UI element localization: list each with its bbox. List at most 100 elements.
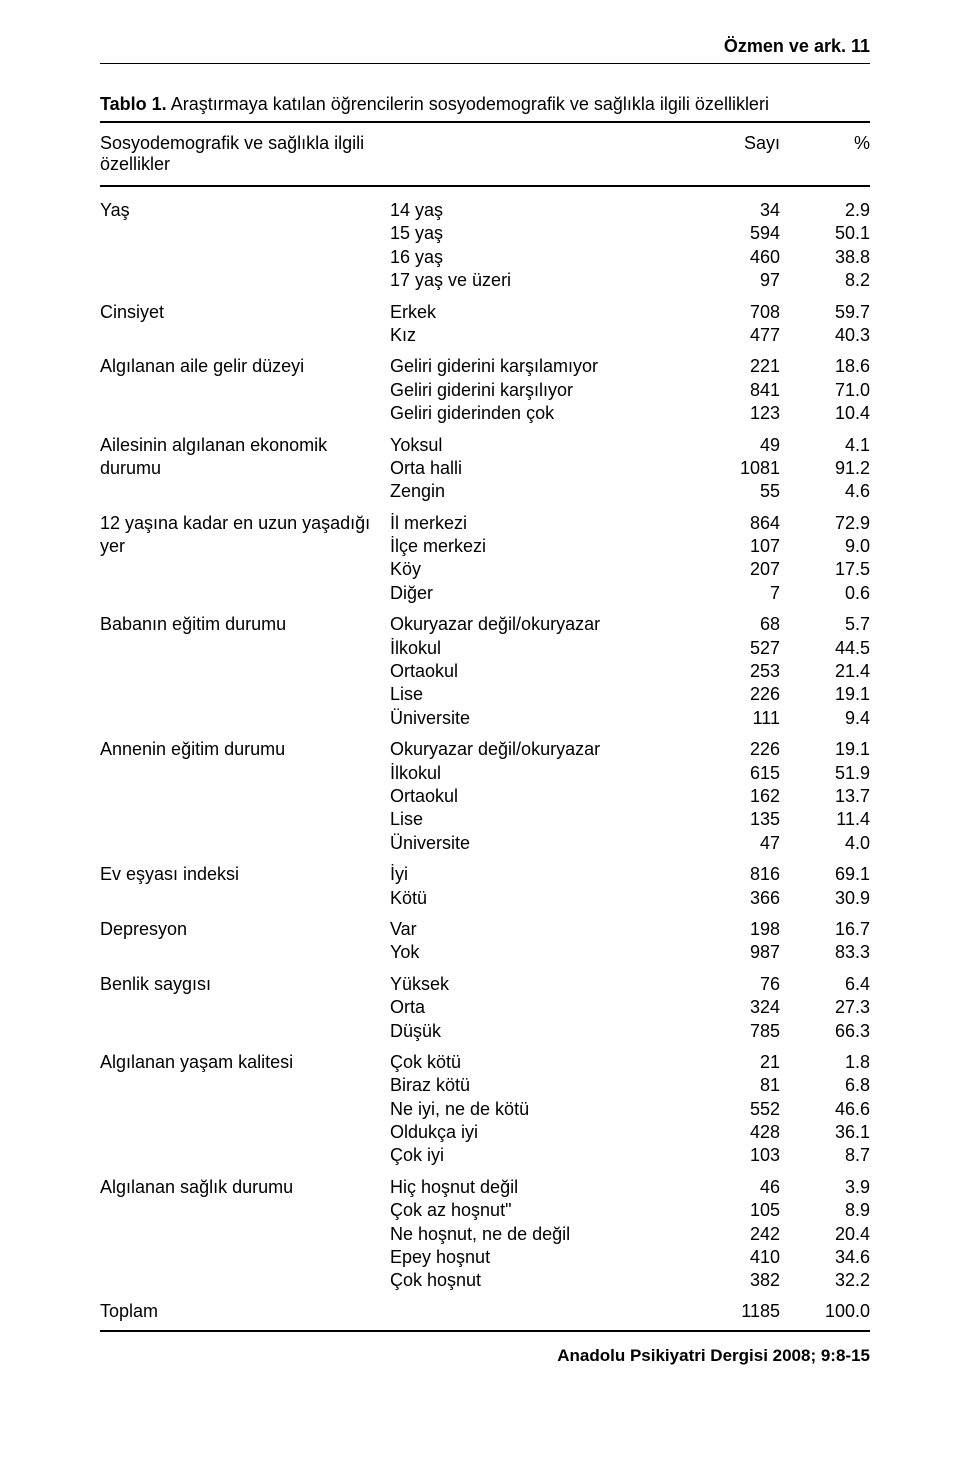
level-count: 123 <box>690 402 780 425</box>
level-count: 382 <box>690 1269 780 1292</box>
level-percent: 27.3 <box>780 996 870 1019</box>
table-row-group: Annenin eğitim durumuOkuryazar değil/oku… <box>100 730 870 855</box>
level-label: Geliri giderinden çok <box>390 402 690 425</box>
level-count: 135 <box>690 808 780 831</box>
level-row: Yoksul494.1 <box>390 434 870 457</box>
level-percent: 50.1 <box>780 222 870 245</box>
levels-container: Çok kötü211.8Biraz kötü816.8Ne iyi, ne d… <box>390 1051 870 1168</box>
level-label: Okuryazar değil/okuryazar <box>390 613 690 636</box>
level-percent: 3.9 <box>780 1176 870 1199</box>
table-row-group: Algılanan sağlık durumuHiç hoşnut değil4… <box>100 1168 870 1293</box>
level-percent: 6.4 <box>780 973 870 996</box>
level-label: 17 yaş ve üzeri <box>390 269 690 292</box>
variable-name: Annenin eğitim durumu <box>100 738 390 855</box>
table-row-group: Algılanan aile gelir düzeyiGeliri gideri… <box>100 347 870 425</box>
level-count: 47 <box>690 832 780 855</box>
table-row-group: Ailesinin algılanan ekonomik durumuYoksu… <box>100 426 870 504</box>
level-row: Üniversite1119.4 <box>390 707 870 730</box>
level-percent: 6.8 <box>780 1074 870 1097</box>
level-label: Çok az hoşnut" <box>390 1199 690 1222</box>
level-percent: 20.4 <box>780 1223 870 1246</box>
level-percent: 83.3 <box>780 941 870 964</box>
level-count: 366 <box>690 887 780 910</box>
level-row: İyi81669.1 <box>390 863 870 886</box>
level-row: Geliri giderini karşılıyor84171.0 <box>390 379 870 402</box>
level-count: 552 <box>690 1098 780 1121</box>
level-count: 527 <box>690 637 780 660</box>
level-count: 324 <box>690 996 780 1019</box>
level-label: Zengin <box>390 480 690 503</box>
level-count: 55 <box>690 480 780 503</box>
level-row: İlkokul61551.9 <box>390 762 870 785</box>
caption-text: Araştırmaya katılan öğrencilerin sosyode… <box>167 94 769 114</box>
level-label: Lise <box>390 808 690 831</box>
level-percent: 18.6 <box>780 355 870 378</box>
header-percent: % <box>780 133 870 175</box>
level-percent: 5.7 <box>780 613 870 636</box>
level-row: Ne iyi, ne de kötü55246.6 <box>390 1098 870 1121</box>
level-label: Epey hoşnut <box>390 1246 690 1269</box>
level-label: Diğer <box>390 582 690 605</box>
level-row: Okuryazar değil/okuryazar22619.1 <box>390 738 870 761</box>
level-count: 816 <box>690 863 780 886</box>
level-percent: 4.0 <box>780 832 870 855</box>
variable-name: Babanın eğitim durumu <box>100 613 390 730</box>
level-percent: 69.1 <box>780 863 870 886</box>
level-row: Ortaokul25321.4 <box>390 660 870 683</box>
level-label: Ortaokul <box>390 660 690 683</box>
level-count: 226 <box>690 683 780 706</box>
level-label: Okuryazar değil/okuryazar <box>390 738 690 761</box>
levels-container: Yoksul494.1Orta halli108191.2Zengin554.6 <box>390 434 870 504</box>
level-count: 68 <box>690 613 780 636</box>
level-row: Geliri giderini karşılamıyor22118.6 <box>390 355 870 378</box>
table-rule-top <box>100 121 870 123</box>
level-label: Üniversite <box>390 707 690 730</box>
level-percent: 40.3 <box>780 324 870 347</box>
level-percent: 72.9 <box>780 512 870 535</box>
level-label: Kötü <box>390 887 690 910</box>
level-count: 207 <box>690 558 780 581</box>
level-label: 14 yaş <box>390 199 690 222</box>
level-count: 428 <box>690 1121 780 1144</box>
level-label: Yüksek <box>390 973 690 996</box>
table-rule-bottom <box>100 1330 870 1332</box>
table-body: Yaş14 yaş342.915 yaş59450.116 yaş46038.8… <box>100 191 870 1293</box>
level-row: 17 yaş ve üzeri978.2 <box>390 269 870 292</box>
level-row: Çok iyi1038.7 <box>390 1144 870 1167</box>
level-label: Erkek <box>390 301 690 324</box>
levels-container: 14 yaş342.915 yaş59450.116 yaş46038.817 … <box>390 199 870 293</box>
table-row-group: Ev eşyası indeksiİyi81669.1Kötü36630.9 <box>100 855 870 910</box>
level-row: Çok hoşnut38232.2 <box>390 1269 870 1292</box>
level-row: Düşük78566.3 <box>390 1020 870 1043</box>
level-row: İl merkezi86472.9 <box>390 512 870 535</box>
level-label: Var <box>390 918 690 941</box>
level-row: Çok az hoşnut"1058.9 <box>390 1199 870 1222</box>
level-count: 34 <box>690 199 780 222</box>
level-label: Biraz kötü <box>390 1074 690 1097</box>
level-row: Lise22619.1 <box>390 683 870 706</box>
level-percent: 9.0 <box>780 535 870 558</box>
level-percent: 0.6 <box>780 582 870 605</box>
level-count: 460 <box>690 246 780 269</box>
level-row: Köy20717.5 <box>390 558 870 581</box>
level-row: Yüksek766.4 <box>390 973 870 996</box>
level-row: 15 yaş59450.1 <box>390 222 870 245</box>
header-rule <box>100 63 870 64</box>
level-row: Okuryazar değil/okuryazar685.7 <box>390 613 870 636</box>
levels-container: İyi81669.1Kötü36630.9 <box>390 863 870 910</box>
level-count: 7 <box>690 582 780 605</box>
level-count: 46 <box>690 1176 780 1199</box>
table-row-group: Algılanan yaşam kalitesiÇok kötü211.8Bir… <box>100 1043 870 1168</box>
variable-name: Algılanan aile gelir düzeyi <box>100 355 390 425</box>
level-percent: 30.9 <box>780 887 870 910</box>
level-percent: 66.3 <box>780 1020 870 1043</box>
level-percent: 32.2 <box>780 1269 870 1292</box>
level-label: Çok hoşnut <box>390 1269 690 1292</box>
level-count: 987 <box>690 941 780 964</box>
level-row: Orta32427.3 <box>390 996 870 1019</box>
level-percent: 11.4 <box>780 808 870 831</box>
level-row: 16 yaş46038.8 <box>390 246 870 269</box>
levels-container: Geliri giderini karşılamıyor22118.6Gelir… <box>390 355 870 425</box>
variable-name: Ailesinin algılanan ekonomik durumu <box>100 434 390 504</box>
level-count: 76 <box>690 973 780 996</box>
